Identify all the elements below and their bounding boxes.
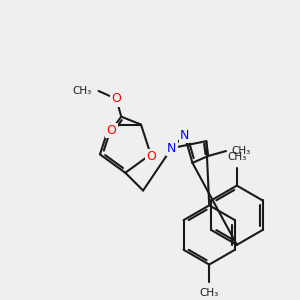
Text: CH₃: CH₃ [227,152,247,162]
Text: CH₃: CH₃ [200,288,219,298]
Text: CH₃: CH₃ [72,86,92,96]
Text: O: O [106,124,116,137]
Text: CH₃: CH₃ [231,146,250,156]
Text: O: O [147,150,157,163]
Text: N: N [180,129,189,142]
Text: O: O [111,92,121,105]
Text: N: N [167,142,176,154]
